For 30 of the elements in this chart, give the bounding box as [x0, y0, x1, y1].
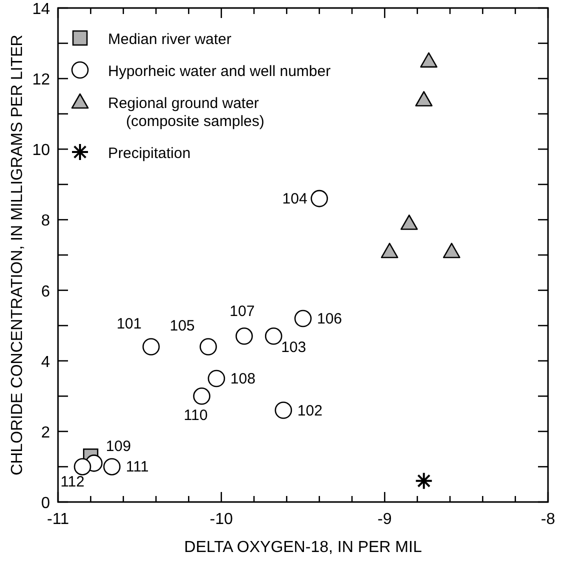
annotation: 109 [106, 438, 131, 456]
annotation: 101 [116, 316, 142, 333]
y-tick-label: 4 [41, 354, 50, 371]
x-axis-title: DELTA OXYGEN-18, IN PER MIL [184, 539, 422, 556]
annotation: 104 [282, 190, 308, 208]
y-tick-label: 14 [32, 1, 50, 18]
x-tick-label: -8 [540, 511, 556, 528]
x-tick-label: -11 [47, 511, 70, 528]
y-tick-label: 2 [41, 424, 50, 442]
y-axis-title: CHLORIDE CONCENTRATION, IN MILLIGRAMS PER LITER [9, 34, 26, 476]
y-tick-label: 6 [41, 283, 50, 300]
annotation: 102 [297, 402, 322, 420]
annotation: 110 [184, 407, 208, 424]
legend-label: Median river water [108, 31, 232, 48]
annotation: 103 [281, 339, 306, 356]
x-tick-label: -10 [210, 511, 233, 528]
legend-label: Precipitation [108, 145, 191, 162]
annotation: 105 [170, 318, 195, 335]
annotation: 107 [230, 303, 255, 320]
x-tick-label: -9 [378, 511, 392, 528]
annotation: 111 [126, 458, 149, 476]
y-tick-label: 12 [32, 72, 50, 89]
y-tick-label: 10 [32, 142, 50, 160]
legend-label: Regional ground water (composite samples) [108, 95, 264, 130]
annotation: 108 [230, 370, 256, 388]
y-tick-label: 0 [41, 495, 50, 512]
legend-label: Hyporheic water and well number [108, 63, 331, 80]
annotation: 112 [60, 474, 84, 491]
y-tick-label: 8 [41, 212, 50, 230]
annotation: 106 [317, 310, 342, 328]
